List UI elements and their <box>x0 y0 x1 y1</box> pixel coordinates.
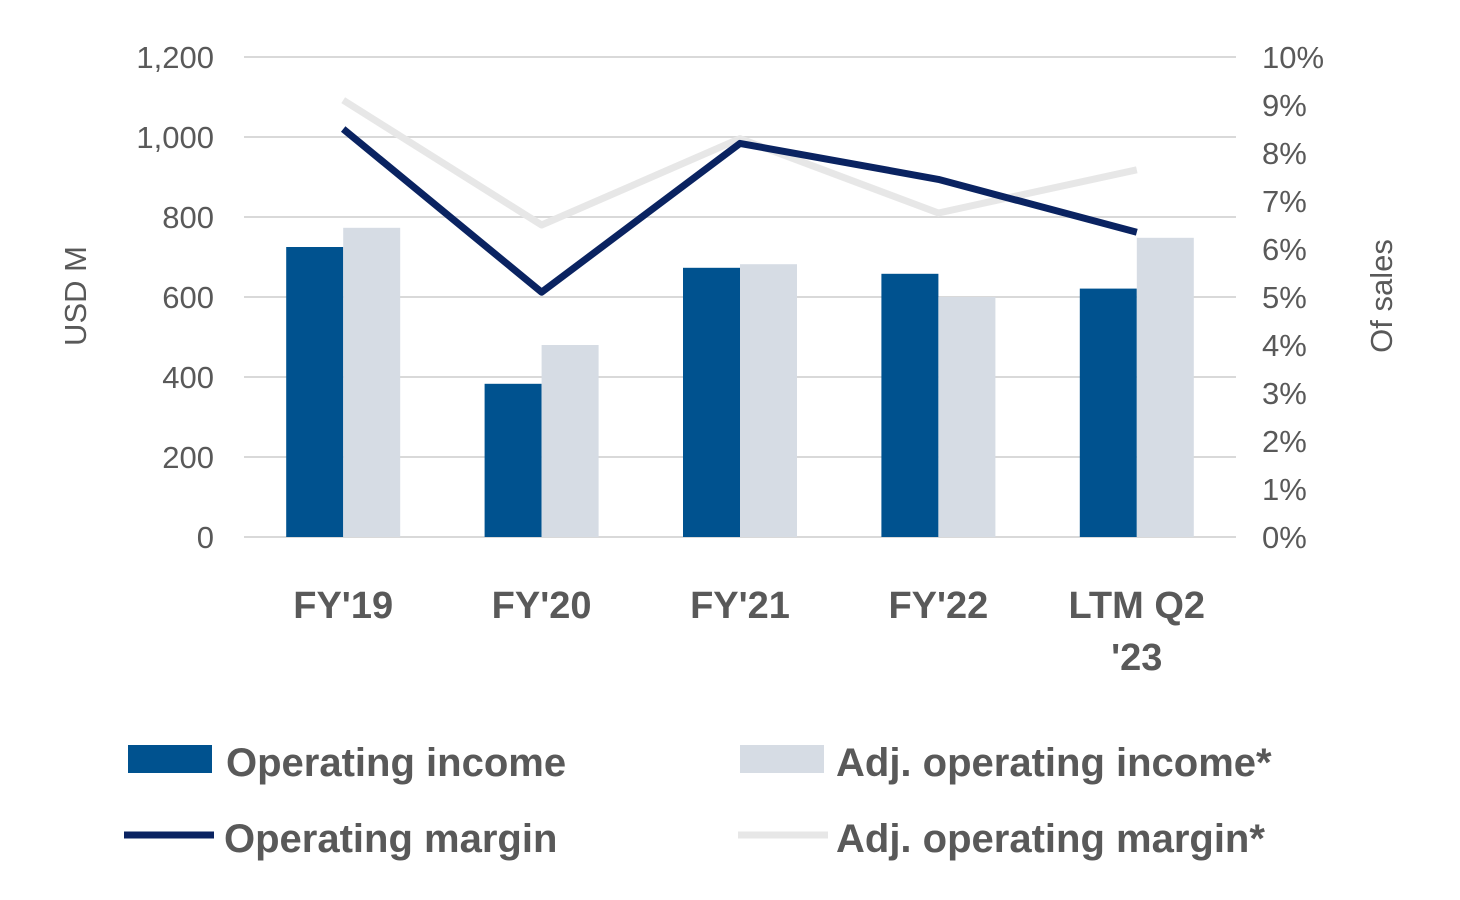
left-tick-label: 200 <box>162 440 214 475</box>
left-tick-label: 800 <box>162 200 214 235</box>
bar-adj-operating-income <box>740 264 797 537</box>
left-tick-label: 1,000 <box>136 120 214 155</box>
legend-label: Operating margin <box>224 817 557 861</box>
right-tick-label: 10% <box>1262 40 1324 75</box>
right-tick-label: 9% <box>1262 88 1307 123</box>
legend-label: Adj. operating income* <box>836 741 1272 785</box>
legend-item: Adj. operating income* <box>740 741 1272 785</box>
bar-adj-operating-income <box>938 297 996 537</box>
legend: Operating income Adj. operating income* Op… <box>124 741 1272 861</box>
left-tick-label: 1,200 <box>136 40 214 75</box>
legend-item: Adj. operating margin* <box>738 817 1265 861</box>
category-label: '23 <box>1111 637 1162 679</box>
right-tick-label: 5% <box>1262 280 1307 315</box>
left-axis-title: USD M <box>58 246 93 346</box>
right-tick-label: 6% <box>1262 232 1307 267</box>
category-label: FY'21 <box>690 585 790 627</box>
right-tick-label: 0% <box>1262 520 1307 555</box>
bar-operating-income <box>1079 288 1137 537</box>
legend-swatch <box>128 745 212 773</box>
right-tick-label: 3% <box>1262 376 1307 411</box>
category-label: FY'22 <box>888 585 988 627</box>
line-operating-margin <box>340 126 1138 296</box>
category-label: FY'20 <box>492 585 592 627</box>
right-tick-label: 2% <box>1262 424 1307 459</box>
legend-item: Operating margin <box>124 817 557 861</box>
left-tick-label: 400 <box>162 360 214 395</box>
line-adj-operating-margin <box>341 97 1138 229</box>
right-axis-title: Of sales <box>1364 239 1399 353</box>
bar-adj-operating-income <box>1136 237 1194 538</box>
right-tick-label: 4% <box>1262 328 1307 363</box>
bar-operating-income <box>286 247 344 537</box>
right-tick-label: 7% <box>1262 184 1307 219</box>
category-labels: FY'19 FY'20 FY'21 FY'22 LTM Q2 '23 <box>293 585 1205 679</box>
legend-item: Operating income <box>128 741 566 785</box>
right-tick-label: 1% <box>1262 472 1307 507</box>
legend-label: Adj. operating margin* <box>836 817 1265 861</box>
right-tick-label: 8% <box>1262 136 1307 171</box>
left-axis-ticks: 0 200 400 600 800 1,000 1,200 <box>136 40 214 555</box>
legend-swatch <box>740 745 824 773</box>
margin-lines <box>340 97 1138 296</box>
bar-adj-operating-income <box>541 345 599 537</box>
right-axis-ticks: 0% 1% 2% 3% 4% 5% 6% 7% 8% 9% 10% <box>1262 40 1324 555</box>
legend-label: Operating income <box>226 741 566 785</box>
bar-operating-income <box>881 273 939 537</box>
bar-operating-income <box>683 267 740 537</box>
bars <box>286 227 1194 538</box>
left-tick-label: 600 <box>162 280 214 315</box>
category-label: FY'19 <box>293 585 393 627</box>
category-label: LTM Q2 <box>1069 585 1206 627</box>
bar-adj-operating-income <box>343 227 401 538</box>
left-tick-label: 0 <box>197 520 214 555</box>
bar-operating-income <box>484 383 542 537</box>
